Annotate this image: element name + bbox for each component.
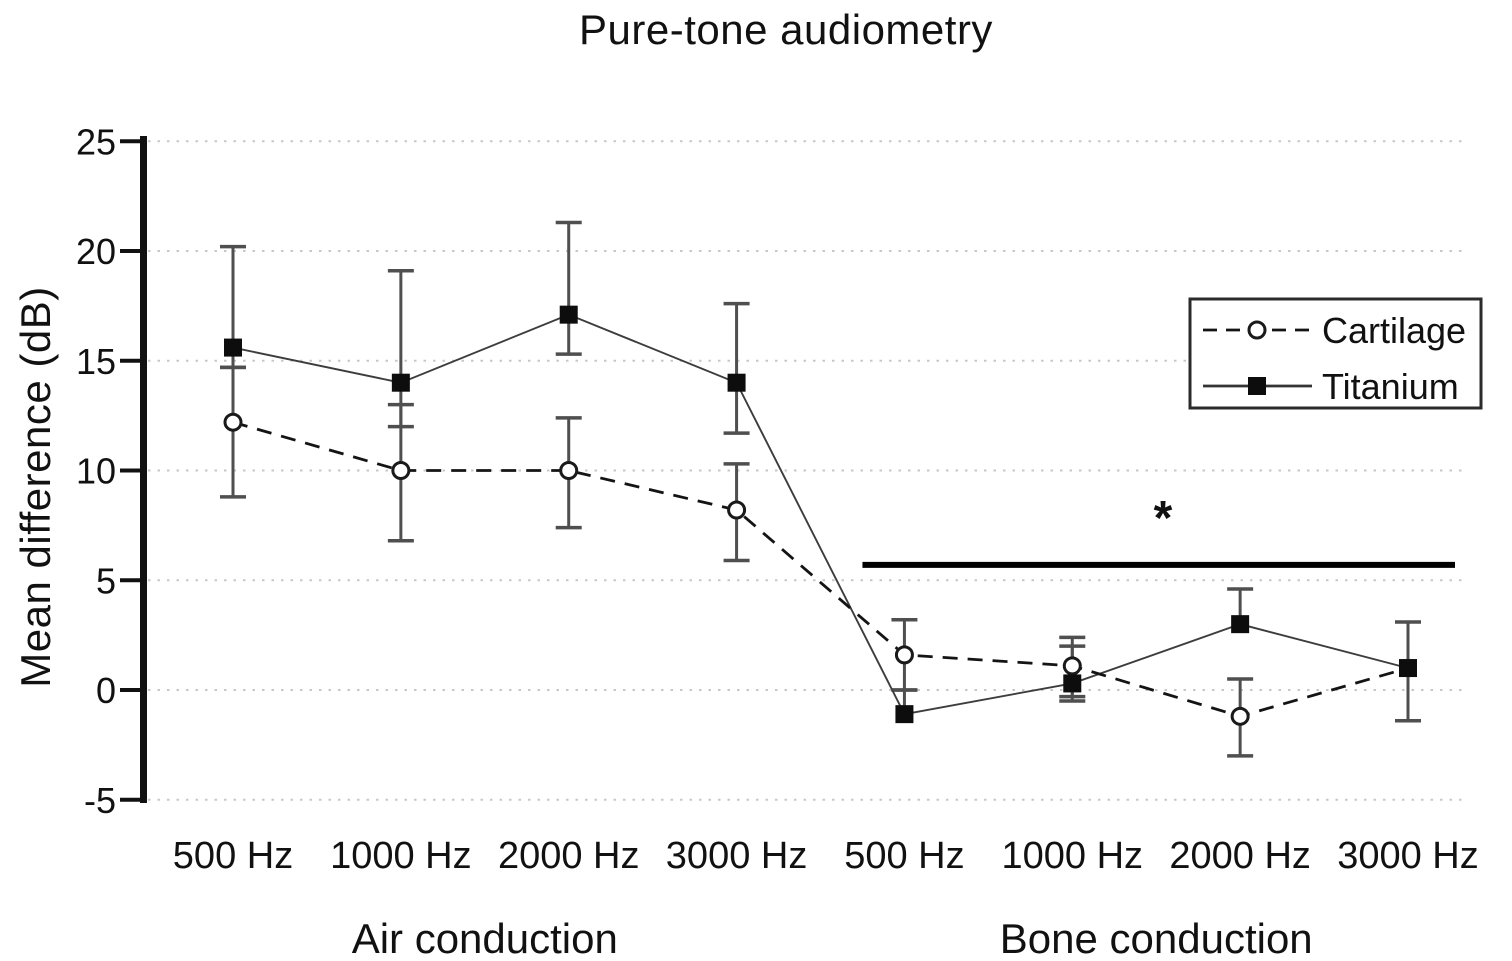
- legend-box: [1188, 297, 1483, 410]
- legend-marker-filled-square: [1248, 377, 1266, 395]
- group-label: Air conduction: [352, 915, 618, 961]
- y-tick-label: 15: [76, 341, 116, 382]
- marker-filled-square: [1063, 674, 1082, 693]
- significance-asterisk: *: [1154, 492, 1173, 545]
- y-tick-label: 10: [76, 451, 116, 492]
- marker-filled-square: [1231, 615, 1250, 634]
- legend-label: Titanium: [1322, 366, 1459, 407]
- marker-open-circle: [1062, 656, 1082, 676]
- marker-filled-square: [727, 373, 746, 392]
- y-tick-label: 5: [96, 560, 116, 601]
- chart-title: Pure-tone audiometry: [579, 6, 993, 53]
- x-tick-label: 500 Hz: [844, 835, 964, 877]
- marker-open-circle: [559, 461, 579, 480]
- y-tick-label: 0: [96, 670, 116, 711]
- series-line-cartilage: [232, 420, 1409, 718]
- x-tick-label: 1000 Hz: [330, 835, 472, 877]
- marker-open-circle: [727, 500, 747, 520]
- y-tick-label: 20: [76, 231, 116, 272]
- legend-label: Cartilage: [1322, 310, 1466, 351]
- x-tick-label: 1000 Hz: [1002, 835, 1144, 877]
- marker-open-circle: [894, 645, 914, 665]
- series-line-titanium: [232, 313, 1409, 716]
- x-tick-label: 2000 Hz: [1169, 835, 1311, 877]
- y-tick-label: 25: [76, 121, 116, 162]
- group-label: Bone conduction: [1000, 915, 1313, 961]
- x-tick-label: 3000 Hz: [1337, 835, 1479, 877]
- marker-filled-square: [895, 705, 914, 724]
- marker-open-circle: [223, 412, 243, 432]
- x-tick-label: 2000 Hz: [498, 835, 640, 877]
- marker-open-circle: [1230, 706, 1250, 726]
- legend-marker-open-circle: [1247, 320, 1267, 340]
- x-tick-label: 500 Hz: [173, 835, 293, 877]
- marker-filled-square: [559, 305, 578, 324]
- marker-filled-square: [224, 338, 242, 357]
- y-tick-label: -5: [84, 780, 116, 821]
- marker-filled-square: [1398, 659, 1417, 678]
- marker-filled-square: [391, 373, 410, 392]
- x-tick-label: 3000 Hz: [666, 835, 808, 877]
- marker-open-circle: [391, 461, 411, 480]
